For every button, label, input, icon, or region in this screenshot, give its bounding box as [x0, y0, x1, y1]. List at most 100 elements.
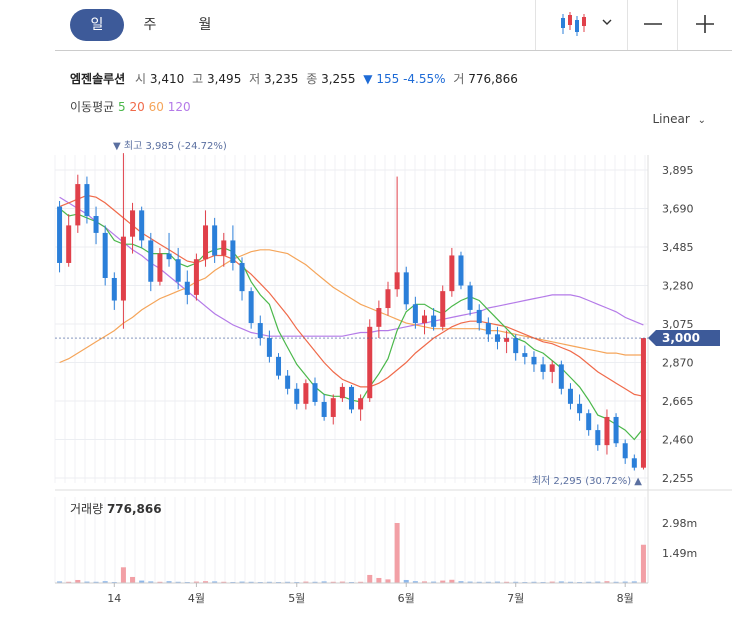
candle-body: [394, 272, 400, 290]
volume-bar: [130, 576, 136, 583]
volume-bar: [285, 581, 291, 583]
candle-body: [376, 308, 382, 327]
chart-type-selector[interactable]: [535, 0, 628, 50]
candle-body: [102, 232, 108, 278]
tab-daily[interactable]: 일: [70, 9, 124, 41]
volume-tick-label: 1.49m: [662, 547, 697, 560]
price-tick-label: 3,895: [662, 164, 694, 177]
candle-body: [266, 338, 272, 357]
change-arrow: ▼: [363, 72, 373, 86]
candle-body: [358, 398, 364, 410]
volume-bar: [485, 581, 491, 583]
high-label: 고: [192, 72, 204, 86]
ma120-line: [59, 196, 644, 337]
zoom-in-button[interactable]: [677, 0, 732, 50]
stock-name: 엠젠솔루션: [70, 72, 126, 86]
candle-body: [257, 323, 263, 339]
candlestick-icon: [561, 12, 612, 36]
volume-bar: [504, 581, 510, 583]
tab-monthly[interactable]: 월: [198, 17, 212, 33]
volume-bar: [257, 581, 263, 583]
zoom-out-button[interactable]: [627, 0, 678, 50]
candle-body: [504, 338, 510, 342]
candle-body: [549, 364, 555, 372]
candle-body: [339, 386, 345, 399]
price-tick-label: 2,870: [662, 357, 694, 370]
price-tick-label: 3,485: [662, 241, 694, 254]
candle-body: [604, 416, 610, 446]
volume-bar: [321, 581, 327, 583]
low-annotation: 최저 2,295 (30.72%) ▲: [532, 475, 642, 487]
candle-body: [522, 353, 528, 357]
volume-bar: [494, 581, 500, 583]
volume-bar: [513, 581, 519, 583]
volume-bar: [577, 581, 583, 583]
volume-bar: [276, 581, 282, 583]
volume-bar: [102, 581, 108, 583]
ma-60: 60: [148, 100, 164, 114]
volume-bar: [385, 579, 391, 583]
candle-body: [166, 253, 172, 260]
volume-bar: [348, 581, 355, 583]
ma-20: 20: [129, 100, 145, 114]
price-tick-label: 3,075: [662, 318, 694, 331]
volume-bar: [631, 581, 637, 583]
volume-bar: [403, 579, 409, 583]
minus-icon: [644, 23, 662, 25]
candle-body: [285, 375, 291, 389]
volume-bar: [157, 581, 163, 583]
close-label: 종: [306, 72, 318, 86]
candle-body: [139, 210, 145, 241]
volume-bar: [431, 581, 437, 583]
candle-body: [312, 383, 318, 402]
candle-body: [586, 413, 592, 431]
volume-bar: [184, 581, 190, 583]
candle-body: [458, 255, 464, 286]
ma-5: 5: [118, 100, 126, 114]
volume-bar: [540, 581, 546, 583]
candle-body: [66, 225, 72, 263]
volume-bar: [239, 581, 245, 583]
low-value: 3,235: [264, 72, 299, 86]
volume-bar: [312, 581, 318, 583]
tab-weekly[interactable]: 주: [143, 17, 157, 33]
candle-body: [485, 323, 491, 335]
ma-label: 이동평균: [70, 100, 115, 114]
candle-body: [631, 458, 637, 468]
chevron-down-icon: ⌄: [697, 115, 706, 126]
volume-bar: [595, 581, 601, 583]
candle-body: [130, 210, 136, 237]
price-tick-label: 2,665: [662, 395, 694, 408]
svg-text:3,000: 3,000: [662, 331, 700, 345]
candle-body: [476, 309, 482, 324]
candle-body: [321, 401, 327, 417]
scale-mode-selector[interactable]: Linear ⌄: [652, 112, 706, 126]
candle-body: [230, 240, 236, 263]
volume-bar: [175, 581, 181, 583]
ma60-line: [59, 249, 644, 364]
volume-bar: [166, 581, 172, 583]
volume-bar: [449, 579, 455, 583]
candle-body: [175, 259, 181, 282]
candle-body: [367, 326, 373, 399]
price-tick-label: 2,460: [662, 434, 694, 447]
candle-body: [93, 216, 99, 233]
open-value: 3,410: [149, 72, 185, 86]
x-tick-label: 14: [107, 592, 121, 605]
candle-body: [203, 225, 209, 260]
current-price-tag: 3,000: [648, 330, 720, 346]
candle-body: [403, 272, 409, 305]
candle-body: [330, 398, 336, 417]
change-value: 155: [376, 72, 400, 86]
candle-body: [412, 304, 418, 324]
volume-bar: [440, 580, 446, 583]
scale-mode-label: Linear: [652, 112, 690, 126]
candle-body: [111, 277, 117, 301]
volume-bar: [622, 581, 628, 583]
volume-bar: [358, 581, 364, 583]
volume-bar: [57, 581, 63, 583]
price-tick-label: 3,280: [662, 280, 694, 293]
volume-bar: [66, 581, 72, 583]
volume-bar: [394, 523, 400, 583]
